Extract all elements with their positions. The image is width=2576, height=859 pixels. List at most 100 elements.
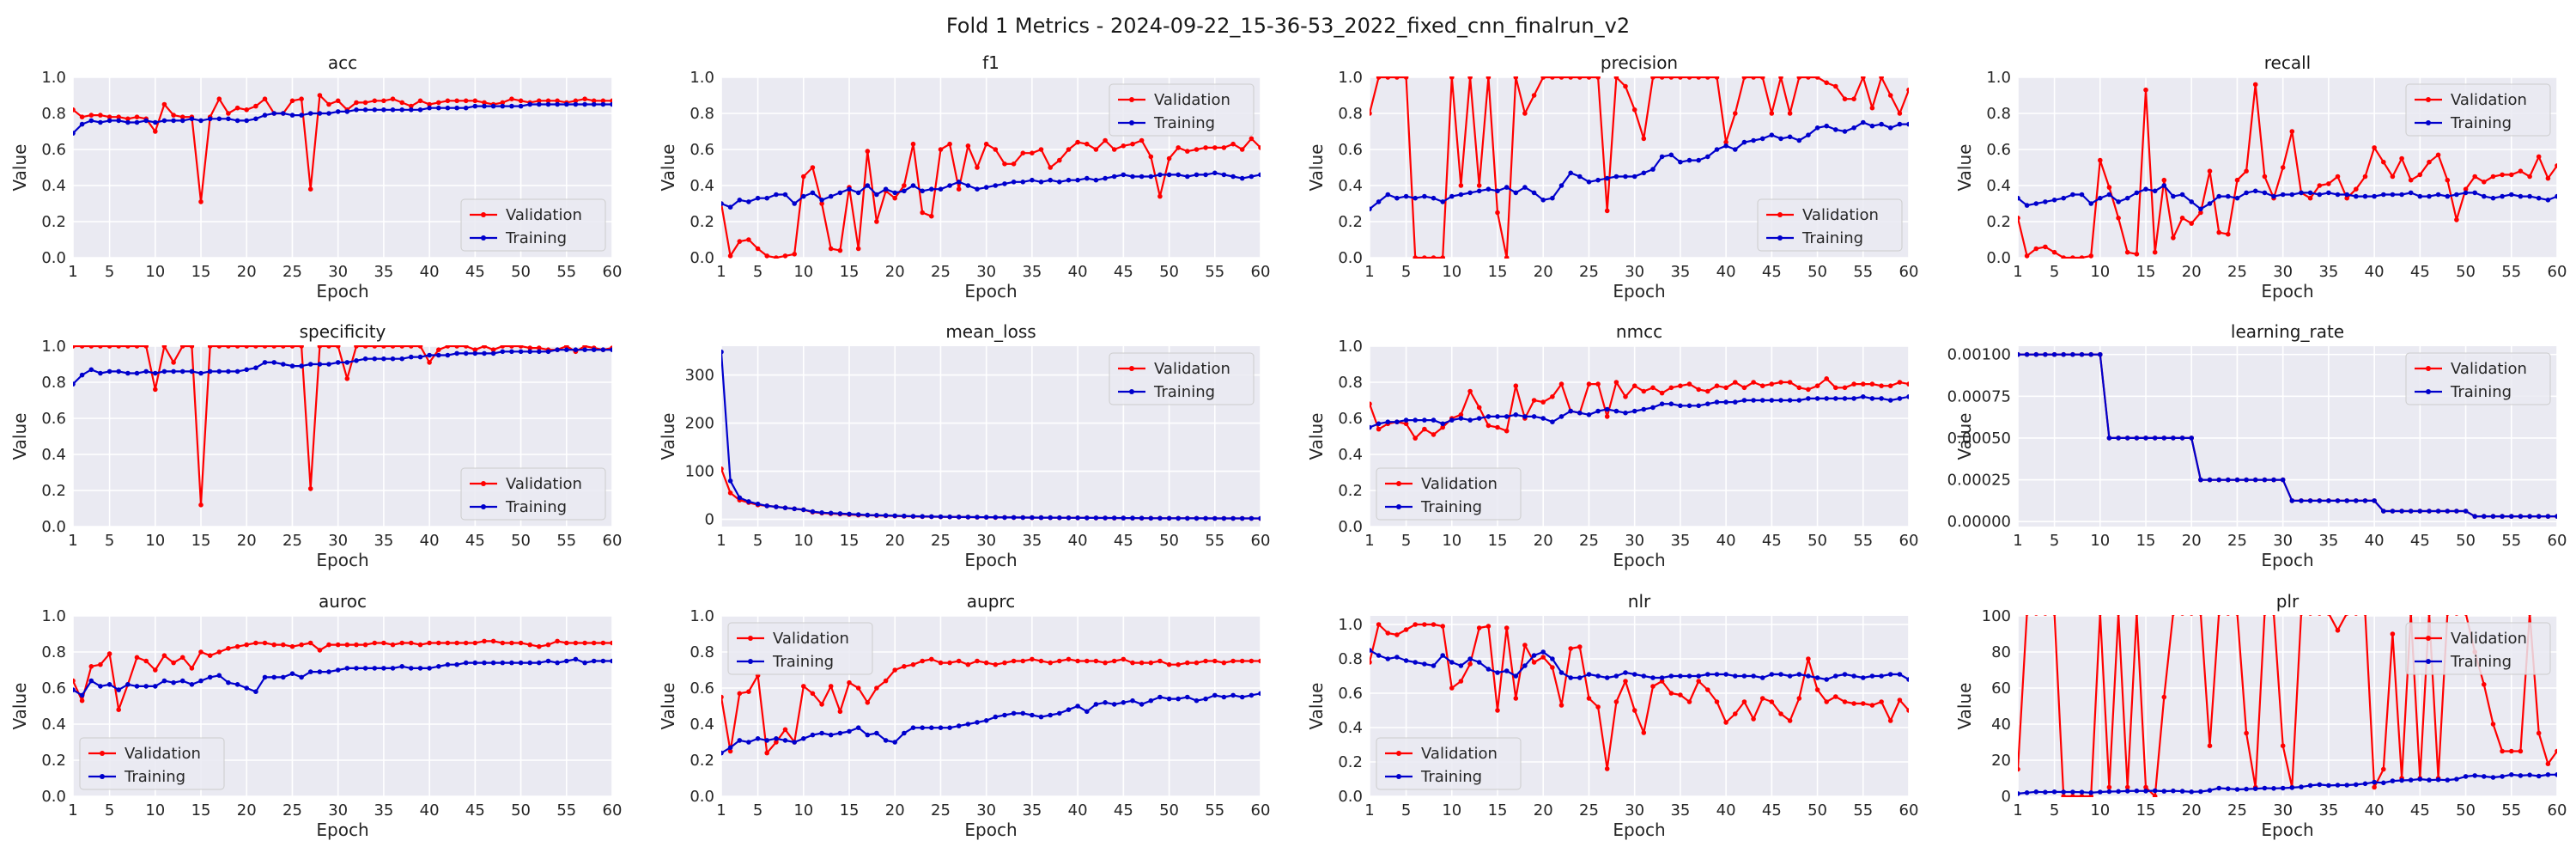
validation-point — [2536, 154, 2542, 160]
training-point — [764, 738, 769, 743]
subplot-auroc: 0.00.20.40.60.81.01 5 10 15 20 25 30 35 40 45 50 55… — [9, 591, 622, 840]
validation-point — [436, 347, 441, 353]
legend-training-marker — [748, 659, 753, 664]
y-tick-label: 0.0 — [690, 249, 714, 267]
y-tick-label: 0.4 — [1338, 446, 1363, 464]
training-point — [207, 674, 213, 680]
legend-validation-marker — [2426, 366, 2431, 371]
training-point — [1650, 405, 1656, 411]
x-tick-label: 25 — [2227, 801, 2247, 819]
y-tick-label: 80 — [1991, 643, 2011, 661]
x-tick-label: 60 — [2548, 532, 2567, 550]
x-tick-label: 40 — [2365, 263, 2385, 281]
y-tick-label: 0.8 — [1338, 650, 1363, 668]
x-tick-label: 5 — [1401, 532, 1411, 550]
x-tick-label: 1 — [2013, 532, 2022, 550]
validation-point — [1504, 625, 1510, 631]
training-point — [965, 722, 971, 727]
validation-point — [1011, 161, 1017, 167]
training-point — [2427, 193, 2432, 199]
validation-point — [1558, 381, 1564, 387]
x-tick-label: 25 — [931, 263, 951, 281]
training-point — [88, 678, 94, 684]
training-point — [1623, 174, 1628, 180]
validation-point — [555, 638, 560, 644]
training-point — [764, 195, 769, 201]
training-point — [2152, 788, 2158, 794]
x-axis-label: Epoch — [2261, 281, 2313, 302]
training-point — [1258, 172, 1261, 178]
training-point — [271, 674, 277, 680]
training-point — [1038, 515, 1044, 521]
y-tick-label: 1.0 — [1338, 616, 1363, 634]
validation-point — [1759, 383, 1765, 389]
validation-point — [947, 141, 952, 147]
validation-point — [610, 98, 612, 104]
training-point — [1239, 515, 1245, 521]
y-tick-label: 0.00100 — [1947, 346, 2011, 364]
training-point — [189, 116, 195, 122]
validation-point — [2317, 183, 2323, 188]
validation-point — [253, 103, 258, 109]
training-point — [810, 509, 816, 515]
training-point — [390, 666, 396, 671]
training-point — [610, 347, 612, 352]
validation-point — [1759, 696, 1765, 701]
training-point — [2381, 509, 2386, 514]
validation-point — [1020, 150, 1026, 155]
y-tick-label: 0.2 — [690, 752, 714, 770]
training-point — [1550, 419, 1555, 425]
training-point — [792, 201, 797, 206]
validation-point — [1906, 381, 1909, 387]
validation-point — [1176, 145, 1181, 150]
validation-point — [509, 96, 514, 101]
validation-point — [509, 345, 514, 349]
validation-point — [810, 691, 816, 697]
validation-point — [892, 195, 897, 201]
training-point — [1513, 673, 1519, 679]
training-point — [1631, 174, 1637, 180]
training-point — [2226, 477, 2231, 483]
validation-point — [518, 345, 524, 349]
validation-point — [1778, 76, 1783, 80]
training-point — [2024, 203, 2030, 208]
training-point — [1540, 416, 1546, 421]
training-point — [1194, 172, 1200, 178]
x-tick-label: 20 — [885, 801, 905, 819]
y-tick-label: 0.8 — [1986, 105, 2011, 123]
subplot-title: f1 — [982, 52, 999, 73]
validation-point — [1641, 136, 1647, 142]
validation-point — [2043, 615, 2047, 616]
x-tick-label: 20 — [1534, 532, 1553, 550]
training-point — [1623, 670, 1628, 675]
training-point — [1659, 154, 1665, 160]
validation-point — [1705, 388, 1710, 394]
plot-series-group — [2018, 351, 2557, 519]
training-point — [555, 101, 560, 107]
training-point — [938, 186, 944, 192]
validation-point — [1111, 147, 1117, 152]
training-point — [1796, 137, 1802, 143]
validation-point — [1504, 428, 1510, 434]
y-tick-label: 0.6 — [41, 141, 66, 159]
x-tick-label: 15 — [1488, 801, 1508, 819]
validation-point — [2152, 249, 2158, 255]
training-point — [2106, 436, 2112, 441]
validation-point — [2528, 615, 2532, 616]
y-axis-label: Value — [658, 683, 678, 730]
training-point — [1403, 417, 1409, 423]
validation-point — [226, 111, 231, 116]
training-point — [281, 362, 286, 367]
training-point — [837, 190, 843, 196]
subplot-auprc: 0.00.20.40.60.81.01 5 10 15 20 25 30 35 40 45 50 55… — [658, 591, 1270, 840]
training-point — [463, 105, 469, 111]
validation-point — [171, 660, 176, 666]
x-tick-label: 50 — [1807, 263, 1827, 281]
x-tick-label: 45 — [1114, 532, 1133, 550]
validation-point — [1650, 385, 1656, 391]
training-point — [2372, 193, 2377, 199]
training-point — [216, 116, 222, 122]
validation-point — [1778, 711, 1783, 716]
validation-point — [207, 653, 213, 658]
